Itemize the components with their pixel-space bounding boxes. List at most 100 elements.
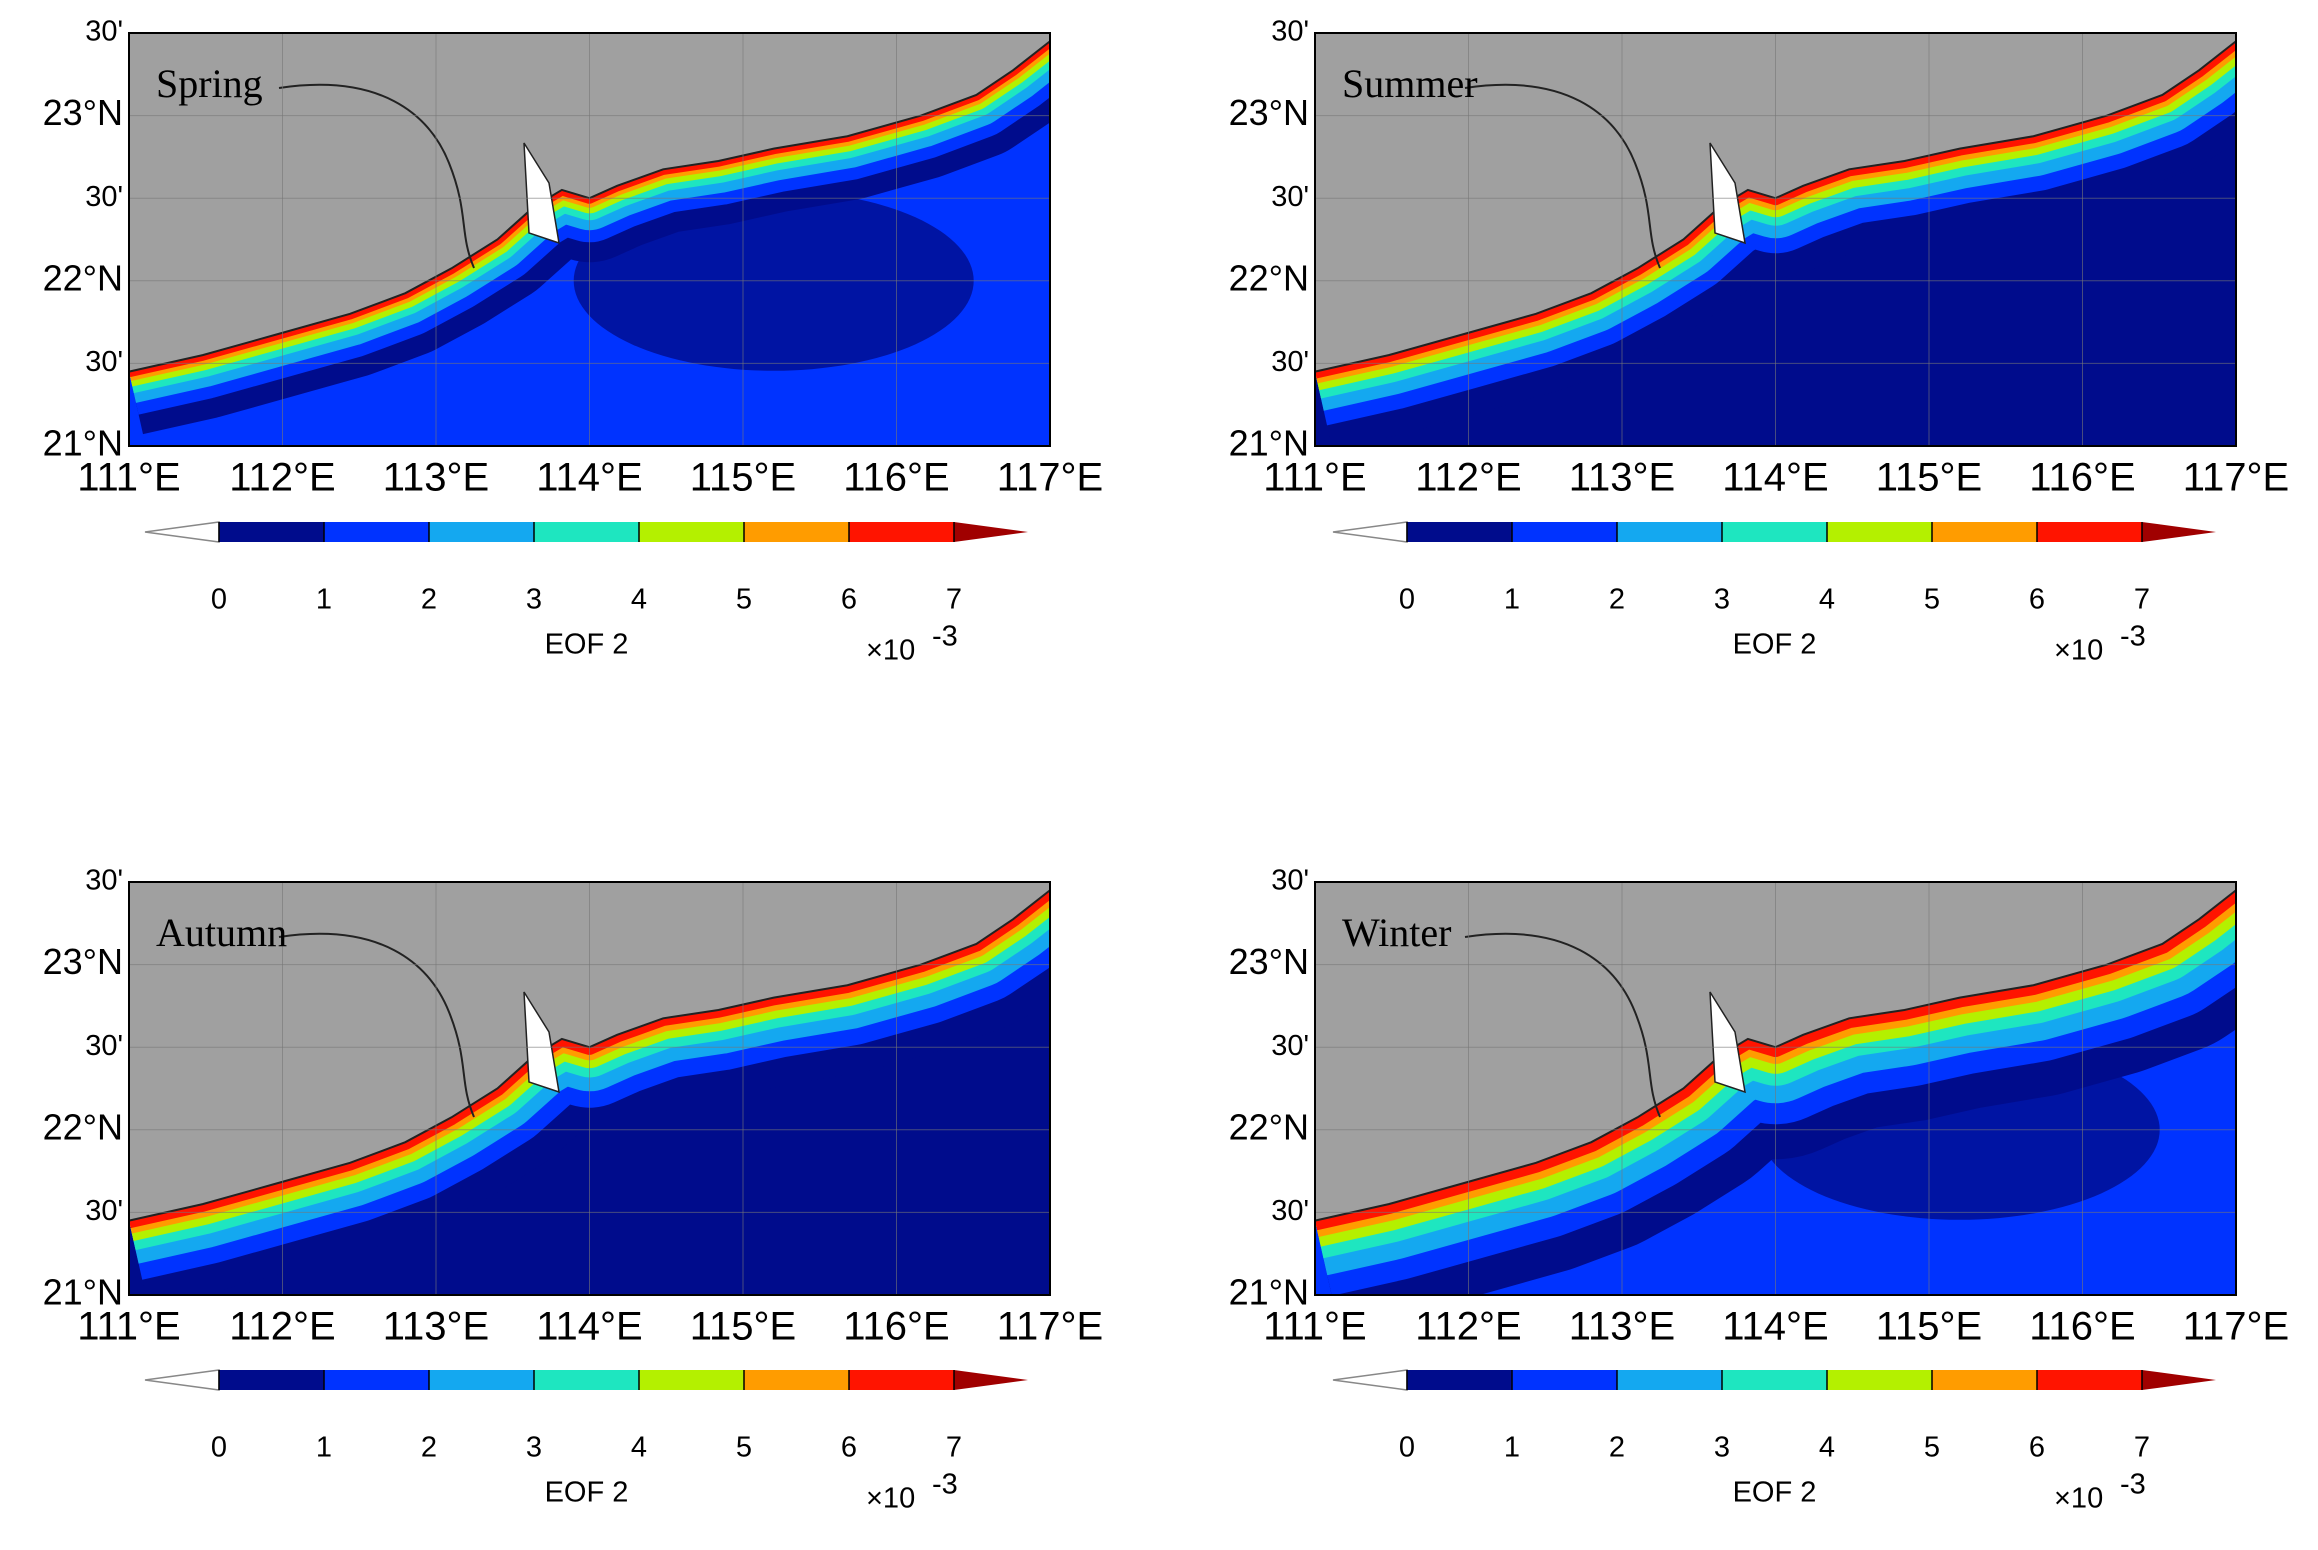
colorbar-tick-label: 1 bbox=[316, 1432, 332, 1464]
lon-tick-label: 115°E bbox=[1876, 456, 1982, 500]
colorbar: 0 1 2 3 4 5 6 7 EOF 2 ×10 -3 bbox=[1332, 1369, 2216, 1515]
colorbar-over bbox=[954, 1370, 1028, 1390]
lat-tick-label: 30' bbox=[1271, 346, 1309, 378]
colorbar-label: EOF 2 bbox=[1733, 1477, 1817, 1509]
colorbar-segment bbox=[534, 1370, 639, 1390]
colorbar-exponent: ×10 bbox=[2054, 635, 2103, 667]
lat-tick-label: 30' bbox=[1271, 865, 1309, 897]
map-panel: 111°E 112°E 113°E 114°E 115°E 116°E 117°E30'23… bbox=[1229, 865, 2290, 1515]
colorbar-under bbox=[1332, 521, 1408, 543]
lon-tick-label: 116°E bbox=[2029, 1305, 2135, 1349]
lat-tick-label: 30' bbox=[85, 346, 123, 378]
colorbar-segment bbox=[1407, 1370, 1512, 1390]
map-frame bbox=[128, 32, 1051, 447]
lat-tick-label: 30' bbox=[1271, 16, 1309, 48]
lat-tick-label: 23°N bbox=[1229, 92, 1309, 133]
lat-tick-label: 23°N bbox=[43, 92, 123, 133]
colorbar-over bbox=[954, 522, 1028, 542]
map-panel: 111°E 112°E 113°E 114°E 115°E 116°E 117°E30'23… bbox=[1229, 16, 2290, 667]
lon-tick-label: 115°E bbox=[690, 456, 796, 500]
colorbar-segment bbox=[324, 522, 429, 542]
colorbar-segment bbox=[744, 522, 849, 542]
colorbar-segment bbox=[1512, 522, 1617, 542]
estuary bbox=[523, 991, 560, 1094]
lat-tick-label: 22°N bbox=[43, 1106, 123, 1147]
colorbar-over bbox=[2142, 522, 2216, 542]
lon-tick-label: 115°E bbox=[690, 1305, 796, 1349]
colorbar-segment bbox=[1617, 522, 1722, 542]
lon-tick-label: 114°E bbox=[536, 456, 642, 500]
colorbar-tick-label: 3 bbox=[526, 584, 542, 616]
lat-tick-label: 30' bbox=[85, 865, 123, 897]
lon-tick-label: 114°E bbox=[1722, 1305, 1828, 1349]
colorbar-segment bbox=[324, 1370, 429, 1390]
colorbar: 0 1 2 3 4 5 6 7 EOF 2 ×10 -3 bbox=[144, 1369, 1028, 1515]
lat-tick-label: 30' bbox=[85, 1030, 123, 1062]
colorbar-tick-label: 2 bbox=[1609, 584, 1625, 616]
colorbar-under bbox=[1332, 1369, 1408, 1391]
colorbar-tick-label: 6 bbox=[2029, 1432, 2045, 1464]
colorbar-exponent-power: -3 bbox=[2120, 1469, 2146, 1501]
colorbar-segment bbox=[2037, 522, 2142, 542]
colorbar-exponent: ×10 bbox=[866, 635, 915, 667]
lat-tick-label: 22°N bbox=[43, 257, 123, 298]
lon-tick-label: 117°E bbox=[2183, 456, 2289, 500]
lat-tick-label: 21°N bbox=[43, 423, 123, 464]
colorbar-segment bbox=[639, 522, 744, 542]
colorbar-tick-label: 5 bbox=[736, 1432, 752, 1464]
colorbar-segment bbox=[1722, 522, 1827, 542]
colorbar-segment bbox=[849, 1370, 954, 1390]
colorbar-segment bbox=[1407, 522, 1512, 542]
colorbar-tick-label: 4 bbox=[1819, 1432, 1835, 1464]
colorbar-tick-label: 2 bbox=[421, 584, 437, 616]
colorbar-segment bbox=[219, 1370, 324, 1390]
lon-tick-label: 111°E bbox=[1263, 1305, 1366, 1349]
lon-tick-label: 117°E bbox=[997, 1305, 1103, 1349]
colorbar-tick-label: 6 bbox=[2029, 584, 2045, 616]
lon-tick-label: 112°E bbox=[1415, 1305, 1521, 1349]
lat-tick-label: 30' bbox=[1271, 1030, 1309, 1062]
colorbar-tick-label: 7 bbox=[2134, 1432, 2150, 1464]
lat-tick-label: 23°N bbox=[1229, 941, 1309, 982]
colorbar-tick-label: 0 bbox=[211, 1432, 227, 1464]
lat-tick-label: 21°N bbox=[43, 1272, 123, 1313]
panel-title: Summer bbox=[1342, 61, 1478, 106]
colorbar-segment bbox=[1722, 1370, 1827, 1390]
colorbar-tick-label: 2 bbox=[1609, 1432, 1625, 1464]
lon-tick-label: 113°E bbox=[1569, 1305, 1675, 1349]
lon-tick-label: 117°E bbox=[2183, 1305, 2289, 1349]
colorbar: 0 1 2 3 4 5 6 7 EOF 2 ×10 -3 bbox=[1332, 521, 2216, 667]
colorbar-segment bbox=[1932, 1370, 2037, 1390]
colorbar-segment bbox=[1512, 1370, 1617, 1390]
colorbar-tick-label: 3 bbox=[1714, 584, 1730, 616]
river bbox=[278, 932, 475, 1118]
colorbar-tick-label: 4 bbox=[1819, 584, 1835, 616]
colorbar-exponent: ×10 bbox=[2054, 1483, 2103, 1515]
lat-tick-label: 30' bbox=[85, 16, 123, 48]
colorbar-label: EOF 2 bbox=[1733, 629, 1817, 661]
colorbar-tick-label: 4 bbox=[631, 1432, 647, 1464]
lon-tick-label: 116°E bbox=[2029, 456, 2135, 500]
lon-tick-label: 112°E bbox=[1415, 456, 1521, 500]
colorbar-label: EOF 2 bbox=[545, 629, 629, 661]
lon-tick-label: 113°E bbox=[1569, 456, 1675, 500]
panel-title: Autumn bbox=[156, 910, 287, 955]
colorbar-exponent-power: -3 bbox=[2120, 621, 2146, 653]
colorbar: 0 1 2 3 4 5 6 7 EOF 2 ×10 -3 bbox=[144, 521, 1028, 667]
map-panel: 111°E 112°E 113°E 114°E 115°E 116°E 117°E30'23… bbox=[43, 865, 1104, 1515]
colorbar-under bbox=[144, 521, 220, 543]
colorbar-tick-label: 2 bbox=[421, 1432, 437, 1464]
lon-tick-label: 115°E bbox=[1876, 1305, 1982, 1349]
lat-tick-label: 30' bbox=[1271, 181, 1309, 213]
river bbox=[278, 83, 475, 269]
colorbar-exponent-power: -3 bbox=[932, 1469, 958, 1501]
colorbar-tick-label: 6 bbox=[841, 1432, 857, 1464]
colorbar-tick-label: 0 bbox=[211, 584, 227, 616]
colorbar-segment bbox=[1827, 1370, 1932, 1390]
colorbar-segment bbox=[219, 522, 324, 542]
lat-tick-label: 23°N bbox=[43, 941, 123, 982]
estuary bbox=[1709, 142, 1746, 245]
colorbar-segment bbox=[534, 522, 639, 542]
colorbar-tick-label: 5 bbox=[1924, 1432, 1940, 1464]
